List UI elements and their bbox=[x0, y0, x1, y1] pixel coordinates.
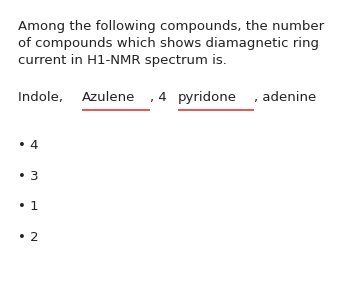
Text: Azulene: Azulene bbox=[82, 91, 135, 104]
Text: Among the following compounds, the number: Among the following compounds, the numbe… bbox=[18, 20, 324, 33]
Text: , adenine: , adenine bbox=[254, 91, 316, 104]
Text: of compounds which shows diamagnetic ring: of compounds which shows diamagnetic rin… bbox=[18, 37, 319, 50]
Text: • 3: • 3 bbox=[18, 170, 38, 183]
Text: • 1: • 1 bbox=[18, 200, 38, 213]
Text: • 4: • 4 bbox=[18, 139, 38, 152]
Text: pyridone: pyridone bbox=[177, 91, 237, 104]
Text: Indole,: Indole, bbox=[18, 91, 67, 104]
Text: , 4: , 4 bbox=[150, 91, 172, 104]
Text: • 2: • 2 bbox=[18, 231, 38, 244]
Text: current in H1-NMR spectrum is.: current in H1-NMR spectrum is. bbox=[18, 54, 227, 67]
